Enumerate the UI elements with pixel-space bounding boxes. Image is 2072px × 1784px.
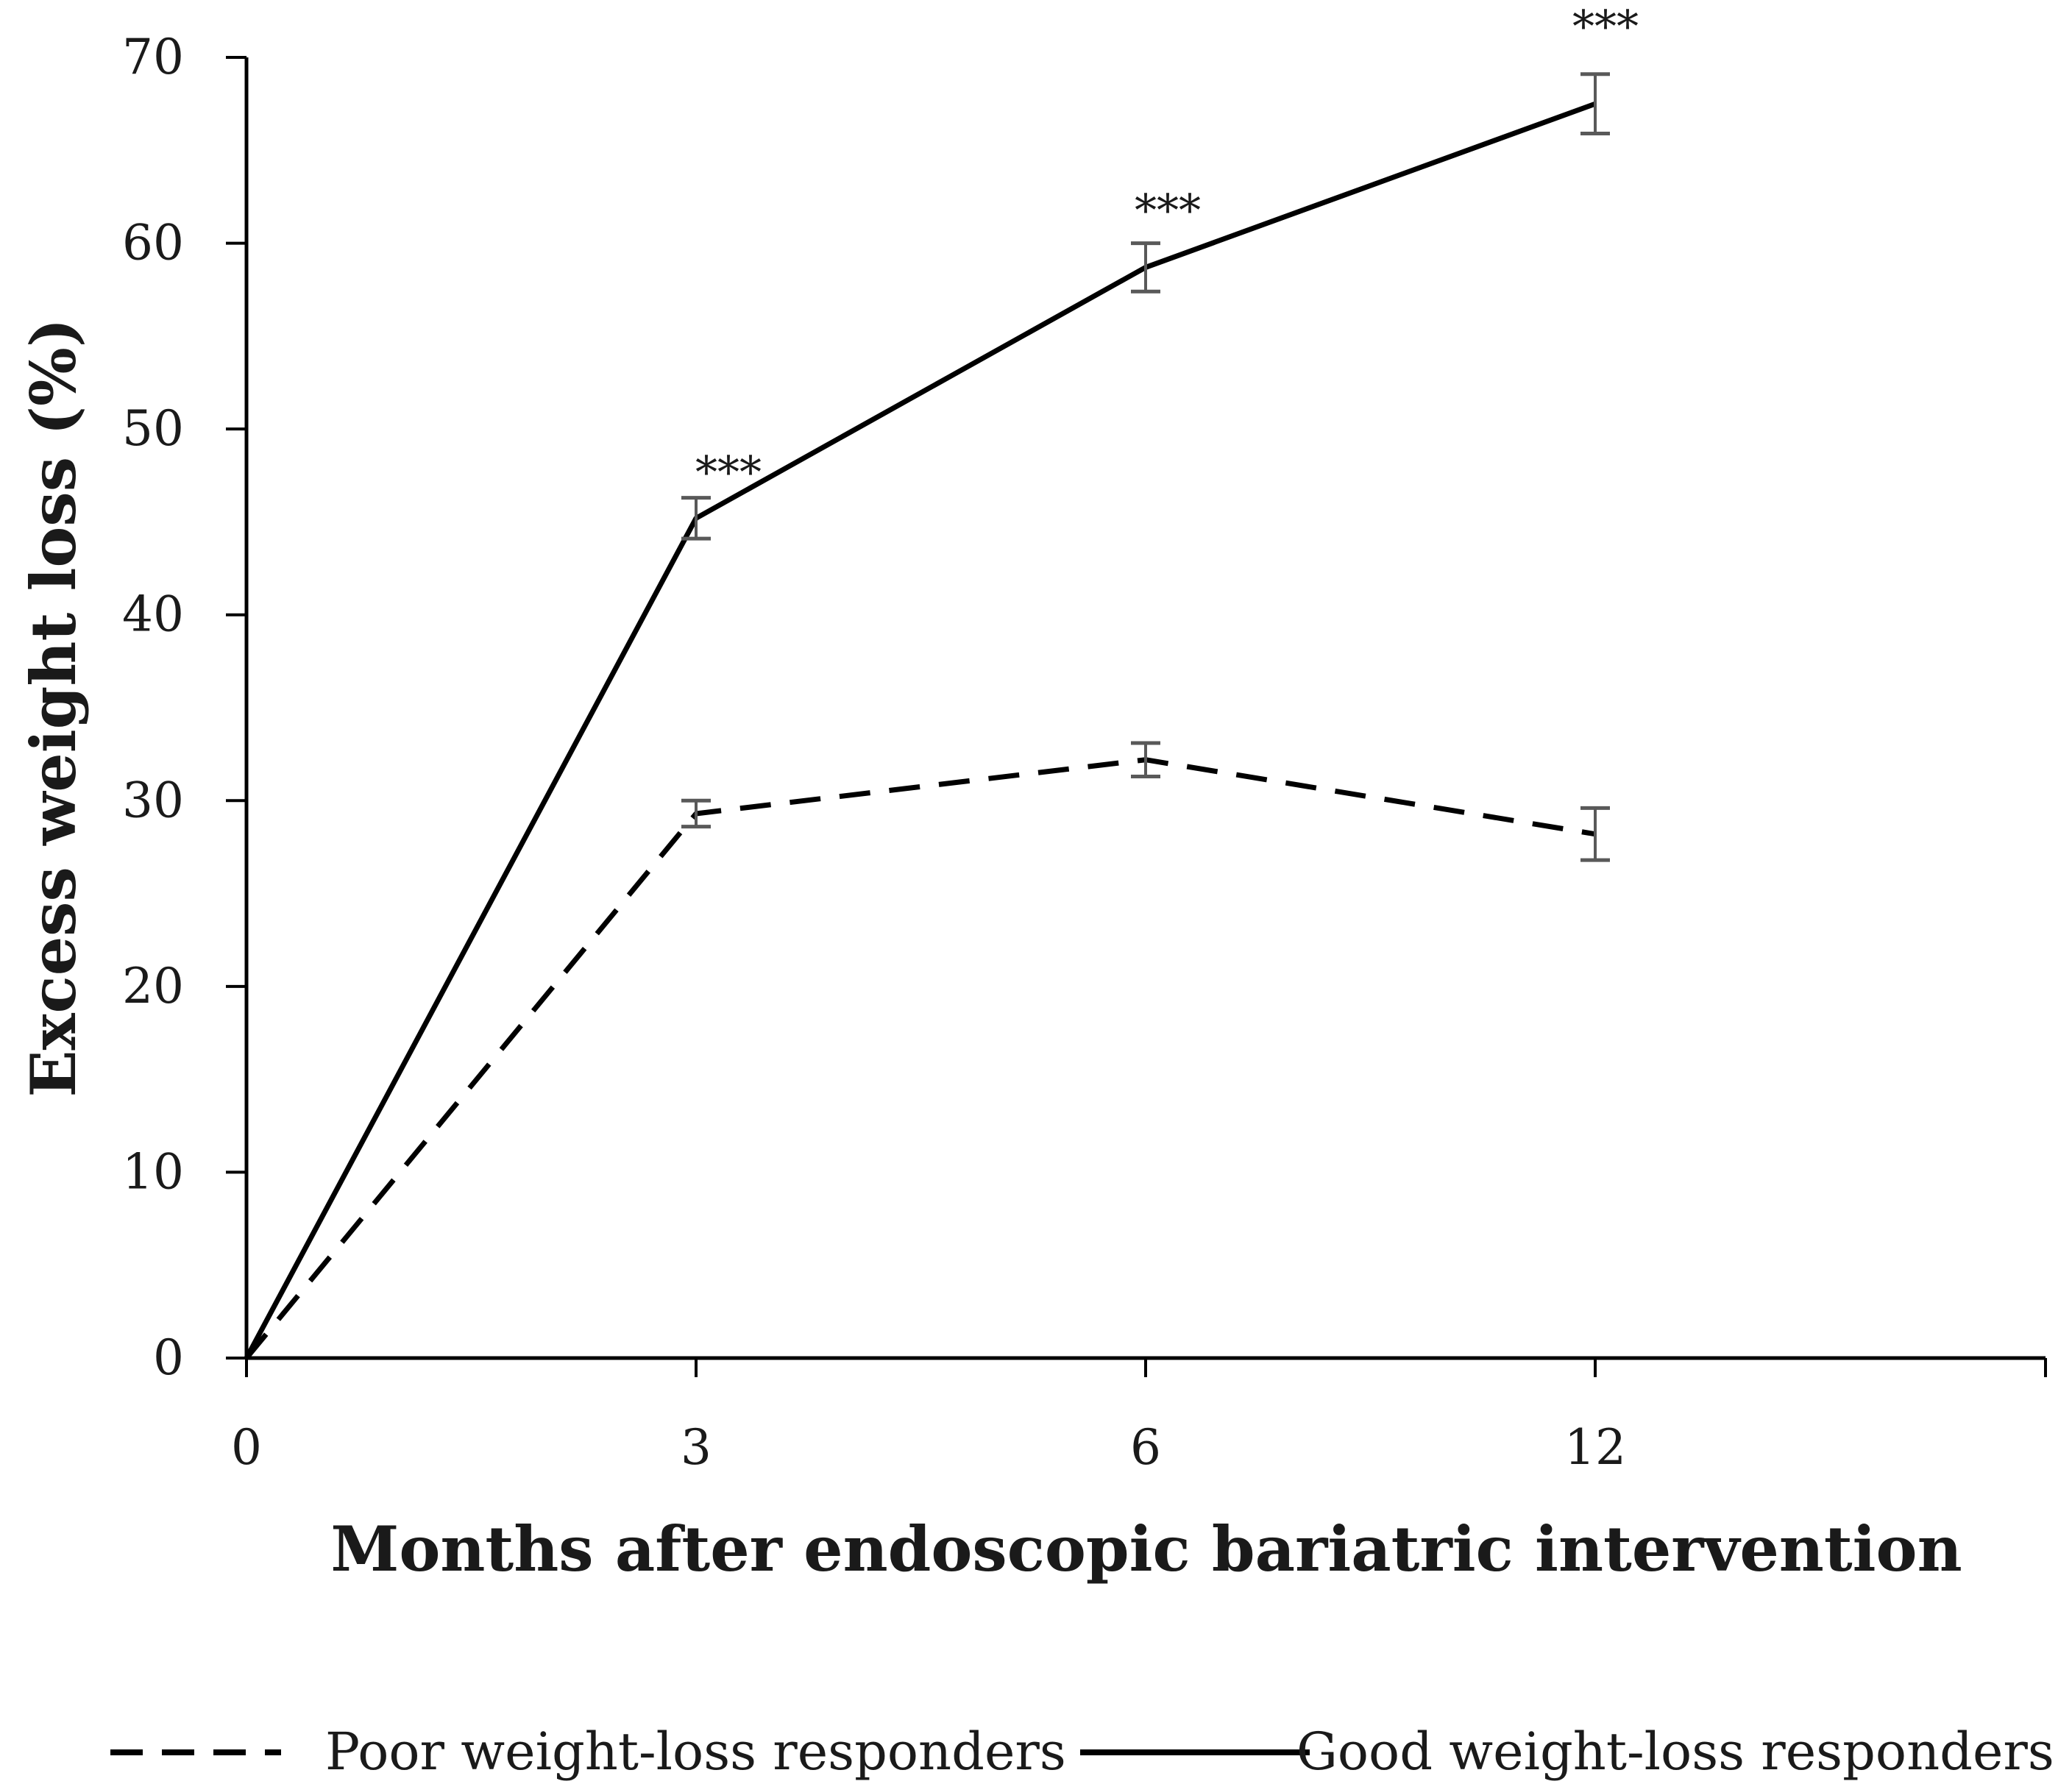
x-tick-label: 12	[1564, 1419, 1626, 1476]
series-layer	[244, 101, 1597, 1360]
errorbar-layer	[681, 72, 1610, 862]
x-axis-title: Months after endoscopic bariatric interv…	[330, 1513, 1962, 1585]
y-axis-title: Excess weight loss (%)	[17, 318, 90, 1097]
series-line-good-responders	[244, 101, 1597, 1360]
y-tick-label: 10	[122, 1143, 184, 1200]
significance-marker-6: ***	[1135, 185, 1201, 237]
legend-label-good: Good weight-loss responders	[1296, 1721, 2054, 1782]
y-tick-label: 60	[122, 215, 184, 271]
x-tick-label: 3	[681, 1419, 712, 1476]
data-point-good-0	[245, 1357, 248, 1360]
y-tick-label: 70	[122, 29, 184, 85]
annotation-layer: *** *** ***	[695, 1, 1639, 499]
significance-marker-12: ***	[1572, 1, 1639, 53]
y-tick-label: 20	[122, 958, 184, 1014]
x-tick-label: 0	[231, 1419, 262, 1476]
legend: Poor weight-loss responders Good weight-…	[110, 1721, 2054, 1782]
x-axis-ticks: 0 3 6 12	[231, 1358, 2047, 1476]
y-axis-ticks: 0 10 20 30 40 50 60 70	[122, 29, 246, 1386]
series-line-poor-responders	[244, 757, 1596, 1360]
significance-marker-3: ***	[695, 447, 762, 499]
x-tick-label: 6	[1130, 1419, 1161, 1476]
y-tick-label: 30	[122, 772, 184, 828]
y-tick-label: 40	[122, 586, 184, 643]
legend-label-poor: Poor weight-loss responders	[325, 1721, 1066, 1782]
y-tick-label: 0	[153, 1329, 184, 1386]
y-tick-label: 50	[122, 400, 184, 457]
